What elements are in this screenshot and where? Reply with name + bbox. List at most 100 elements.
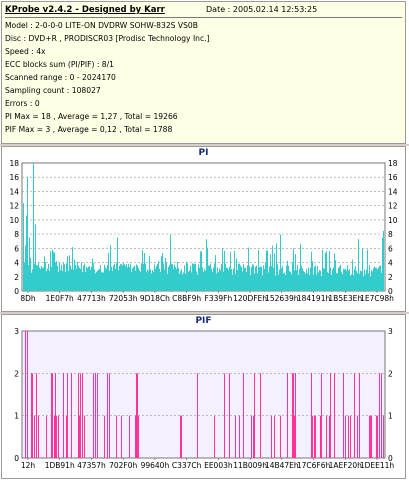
pi-bar <box>283 273 284 291</box>
pi-bar <box>26 215 27 291</box>
pi-bar <box>30 257 31 291</box>
pi-bar <box>58 271 59 291</box>
x-tick-label: 152639h <box>265 294 299 303</box>
pi-bar <box>236 258 237 291</box>
pi-bar <box>106 268 107 291</box>
pi-bar <box>68 270 69 291</box>
pi-bar <box>55 262 56 291</box>
pi-bar <box>300 243 301 291</box>
pi-bar <box>227 267 228 291</box>
pi-bar <box>315 265 316 291</box>
pi-bar <box>281 268 282 291</box>
pi-bar <box>225 263 226 291</box>
pi-bar <box>57 265 58 291</box>
x-tick-label: 99640h <box>141 461 170 470</box>
pi-bar <box>257 273 258 291</box>
pif-bar <box>376 415 377 458</box>
pi-bar <box>202 267 203 291</box>
pi-bar <box>93 262 94 291</box>
x-tick-label: 1AEF20h <box>329 461 362 470</box>
pi-bar <box>200 251 201 291</box>
pi-bar <box>192 263 193 291</box>
pi-bar <box>190 265 191 291</box>
pi-bar <box>188 271 189 291</box>
pif-bar <box>312 415 313 458</box>
pi-bar <box>374 266 375 291</box>
pi-bar <box>331 274 332 291</box>
pif-bar <box>243 373 244 458</box>
pi-bar <box>350 275 351 291</box>
x-tick-label: 120DFEh <box>233 294 267 303</box>
pi-bar <box>237 269 238 291</box>
y-tick-label-right: 0 <box>388 454 393 463</box>
pi-bar <box>135 270 136 291</box>
pi-bar <box>337 273 338 291</box>
pi-bar <box>224 250 225 291</box>
y-tick-label-right: 3 <box>388 327 393 336</box>
pi-bar <box>343 268 344 291</box>
y-tick-label-left: 12 <box>9 202 19 211</box>
pif-bar <box>82 373 83 458</box>
pi-bar <box>56 261 57 291</box>
pi-bars <box>23 163 384 291</box>
pif-bar <box>295 373 296 458</box>
pif-bar <box>54 415 55 458</box>
pi-bar <box>243 263 244 291</box>
y-tick-label-left: 16 <box>9 173 19 182</box>
pi-bar <box>336 273 337 291</box>
pi-bar <box>116 262 117 291</box>
pi-bar <box>98 269 99 291</box>
chart-title: PIF <box>195 316 211 326</box>
pif-bar <box>34 415 35 458</box>
pi-bar <box>170 234 171 291</box>
pi-bar <box>53 251 54 291</box>
pi-bar <box>25 245 26 291</box>
x-tick-label: 17C6F6h <box>297 461 331 470</box>
pi-bar <box>100 265 101 291</box>
pi-bar <box>51 266 52 291</box>
pi-bar <box>294 270 295 291</box>
x-tick-label: 1E0F7h <box>46 294 74 303</box>
pi-bar <box>108 253 109 291</box>
y-tick-label-left: 0 <box>14 454 19 463</box>
pi-bar <box>203 271 204 291</box>
pi-bar <box>77 262 78 291</box>
pi-bar <box>66 263 67 291</box>
pi-bar <box>35 224 36 291</box>
pi-bar <box>155 268 156 291</box>
x-tick-label: 702F0h <box>109 461 137 470</box>
pi-bar <box>289 270 290 291</box>
pi-bar <box>313 274 314 291</box>
pif-bar <box>135 415 136 458</box>
pi-bar <box>270 254 271 291</box>
pi-bar <box>339 266 340 291</box>
y-tick-label-left: 4 <box>14 259 19 268</box>
pif-bar <box>79 415 80 458</box>
pi-bar <box>251 266 252 291</box>
pi-bar <box>95 273 96 291</box>
pi-bar <box>238 263 239 291</box>
pi-bar <box>189 270 190 291</box>
pi-bar <box>37 265 38 291</box>
pi-bar <box>142 249 143 291</box>
pi-bar <box>64 264 65 291</box>
y-tick-label-left: 8 <box>14 230 19 239</box>
pi-bar <box>179 273 180 291</box>
pi-bar <box>338 267 339 291</box>
pif-bar <box>274 415 275 458</box>
pi-bar <box>140 271 141 291</box>
y-tick-label-right: 4 <box>388 259 393 268</box>
pi-bar <box>29 237 30 291</box>
pi-bar <box>81 262 82 291</box>
x-tick-label: EE003h <box>204 461 233 470</box>
pi-bar <box>371 269 372 291</box>
pi-bar <box>41 266 42 291</box>
pif-bar <box>46 415 47 458</box>
separator <box>0 312 409 314</box>
pi-bar <box>302 268 303 291</box>
pi-bar <box>172 264 173 291</box>
pi-bar <box>181 269 182 291</box>
y-tick-label-right: 0 <box>388 287 393 296</box>
pif-bar <box>383 415 384 458</box>
pi-bar <box>267 250 268 291</box>
